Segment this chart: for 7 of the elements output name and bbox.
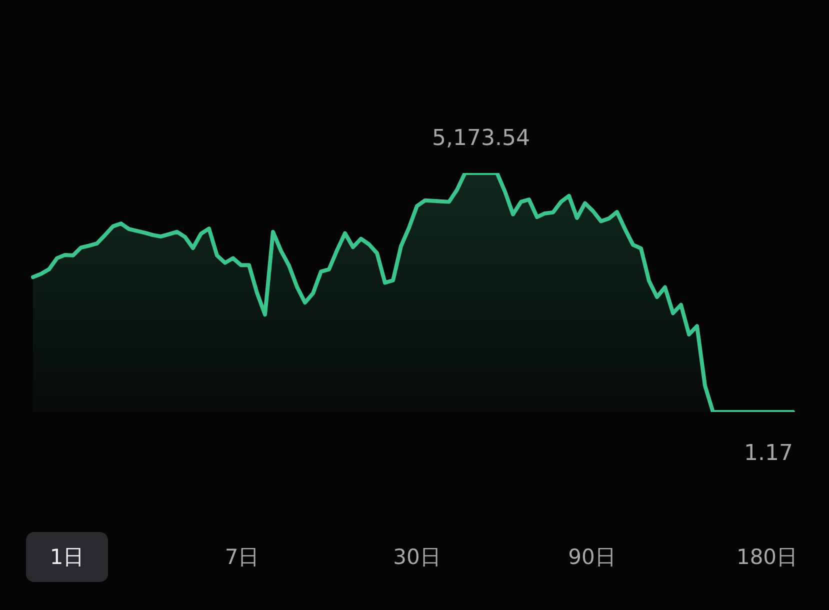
text: 180日 [735,544,799,571]
text: 1日 [26,532,108,582]
data-label: 5,173.54 [432,126,530,151]
data-label: 1.17 [744,441,793,466]
text: 90日 [567,544,617,571]
text: 7日 [224,544,260,571]
text: 30日 [392,544,442,571]
